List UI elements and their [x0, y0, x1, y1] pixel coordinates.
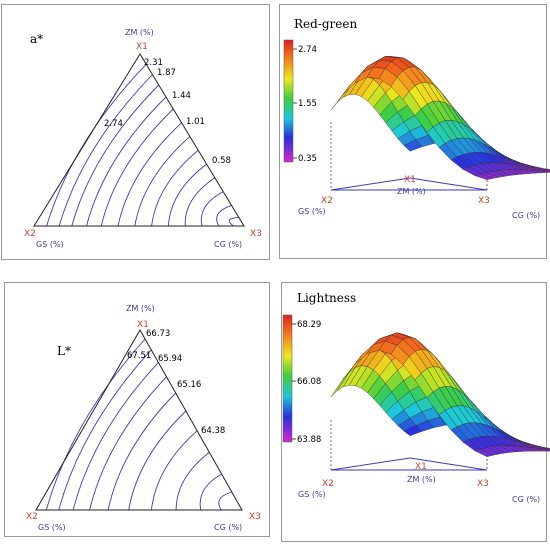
- a-contour-4: [86, 96, 167, 227]
- lightness-base-triangle: [330, 457, 488, 471]
- lightness-surface-cell-169: [474, 448, 494, 457]
- a-contour-5: [100, 108, 174, 227]
- a-contour-12: [216, 204, 232, 227]
- a-triangle-frame: [33, 53, 245, 227]
- l-vertex-x3: X3: [249, 512, 261, 522]
- red-green-tick-label-1: 2.74: [298, 45, 317, 55]
- a-contour-lines: [46, 63, 239, 227]
- l-contour-6: [128, 410, 187, 511]
- a-contour-2: [58, 74, 153, 227]
- lightness-surface-chart: Lightness 68.29 66.08 63.88 X1 X2 X3 ZM …: [282, 291, 550, 504]
- lightness-vertex-x3: X3: [477, 479, 489, 489]
- red-green-gs-label: GS (%): [298, 207, 326, 216]
- lightness-zm-label: ZM (%): [407, 475, 436, 484]
- a-contour-1: [46, 63, 147, 227]
- l-cg-label: CG (%): [214, 523, 242, 532]
- l-contour-4: [89, 376, 167, 511]
- lightness-vertex-x1: X1: [415, 462, 427, 472]
- l-zm-label: ZM (%): [126, 304, 155, 313]
- l-contour-10: [218, 491, 232, 511]
- l-contour-8: [175, 452, 210, 511]
- l-contour-9: [199, 473, 222, 511]
- l-vertex-x2: X2: [26, 512, 38, 522]
- lightness-colorbar: [282, 314, 293, 443]
- l-contour-label-4: 65.16: [177, 380, 201, 390]
- lightness-tick-label-1: 68.29: [297, 320, 321, 330]
- a-vertex-x3: X3: [250, 229, 262, 239]
- a-contour-10: [184, 177, 216, 227]
- red-green-surface-chart: Red-green 2.74 1.55 0.35 X1 X2 X3 ZM (%)…: [283, 17, 550, 220]
- lightness-tick-label-2: 66.08: [297, 377, 321, 387]
- red-green-vertex-x3: X3: [478, 196, 490, 206]
- l-contour-label-3: 65.94: [158, 354, 182, 364]
- l-ternary-chart: L* ZM (%) X1 X2 X3 GS (%) CG (%) 66.73 6…: [26, 304, 261, 532]
- l-contour-2: [58, 349, 152, 511]
- l-contour-3: [72, 362, 159, 511]
- red-green-vertex-x1: X1: [404, 175, 416, 185]
- red-green-surface-mesh: [330, 56, 550, 180]
- a-ternary-chart: a* ZM (%) X1 X2 X3 GS (%) CG (%) 2.31 1.…: [24, 28, 262, 249]
- lightness-tick-label-3: 63.88: [297, 435, 321, 445]
- red-green-base-triangle: [330, 177, 488, 191]
- a-contour-label-2: 1.87: [157, 68, 176, 78]
- l-gs-label: GS (%): [38, 523, 66, 532]
- a-contour-label-5: 0.58: [212, 156, 231, 166]
- l-contour-5: [107, 392, 177, 511]
- a-vertex-x1: X1: [136, 42, 148, 52]
- a-gs-label: GS (%): [36, 240, 64, 249]
- a-contour-11: [200, 191, 224, 227]
- a-contour-8: [151, 149, 199, 227]
- a-contour-7: [134, 136, 191, 227]
- l-symbol: L*: [57, 344, 71, 358]
- red-green-tick-label-2: 1.55: [298, 99, 317, 109]
- red-green-vertex-x2: X2: [321, 196, 333, 206]
- a-zm-label: ZM (%): [125, 28, 154, 37]
- l-triangle-frame: [35, 328, 243, 511]
- a-contour-13: [228, 216, 239, 227]
- lightness-vertex-x2: X2: [322, 479, 334, 489]
- l-contour-label-1: 66.73: [146, 329, 170, 339]
- lightness-title: Lightness: [297, 291, 356, 305]
- panel-a-contour: [1, 4, 270, 260]
- l-contour-7: [150, 430, 198, 511]
- l-contour-1: [45, 338, 146, 511]
- a-contour-label-1: 2.31: [144, 58, 163, 68]
- red-green-zm-label: ZM (%): [397, 187, 426, 196]
- l-contour-label-5: 64.38: [201, 426, 225, 436]
- lightness-gs-label: GS (%): [298, 490, 326, 499]
- l-contour-label-2: 67.51: [127, 351, 151, 361]
- a-contour-label-3: 1.44: [172, 91, 191, 101]
- lightness-surface-mesh: [330, 332, 550, 457]
- red-green-tick-label-3: 0.35: [298, 154, 317, 164]
- a-contour-label-6: 2.74: [104, 119, 123, 129]
- a-contour-label-4: 1.01: [186, 117, 205, 127]
- lightness-cg-label: CG (%): [512, 495, 540, 504]
- l-vertex-x1: X1: [137, 320, 149, 330]
- a-contour-6: [117, 122, 182, 227]
- a-symbol: a*: [30, 32, 43, 46]
- red-green-title: Red-green: [294, 17, 357, 31]
- a-contour-3: [71, 84, 160, 227]
- a-vertex-x2: X2: [24, 229, 36, 239]
- red-green-cg-label: CG (%): [512, 211, 540, 220]
- a-contour-9: [167, 163, 207, 227]
- red-green-colorbar: [283, 39, 294, 163]
- red-green-surface-cell-169: [474, 173, 494, 180]
- a-cg-label: CG (%): [214, 240, 242, 249]
- l-contour-lines: [45, 338, 232, 511]
